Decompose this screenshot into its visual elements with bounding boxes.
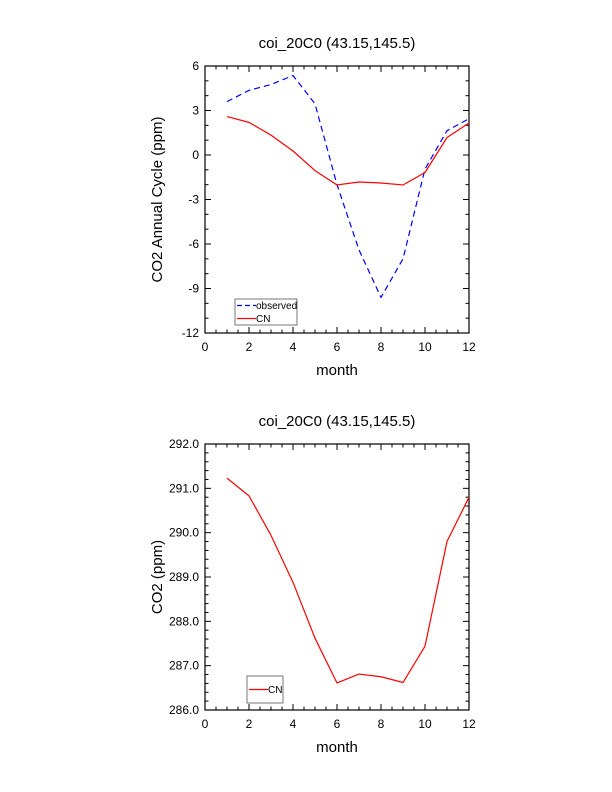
y-axis-label: CO2 Annual Cycle (ppm) bbox=[149, 117, 166, 283]
legend: CN bbox=[246, 675, 284, 704]
x-tick-label: 10 bbox=[418, 340, 432, 354]
x-tick-label: 10 bbox=[418, 717, 432, 731]
x-tick-label: 8 bbox=[378, 717, 385, 731]
y-tick-label: 3 bbox=[192, 104, 199, 118]
y-tick-label: -9 bbox=[188, 282, 199, 296]
x-tick-label: 0 bbox=[202, 717, 209, 731]
plot-frame bbox=[204, 65, 470, 334]
legend: observed CN bbox=[234, 298, 298, 326]
x-tick-label: 8 bbox=[378, 340, 385, 354]
legend-label-cn: CN bbox=[256, 314, 270, 325]
y-tick-label: 286.0 bbox=[169, 703, 199, 717]
y-axis-label: CO2 (ppm) bbox=[149, 540, 166, 614]
y-tick-label: 0 bbox=[192, 148, 199, 162]
x-tick-label: 12 bbox=[462, 717, 476, 731]
x-axis-label: month bbox=[316, 739, 358, 756]
y-tick-label: 291.0 bbox=[169, 481, 199, 495]
legend-label-cn: CN bbox=[268, 685, 282, 696]
y-tick-label: 289.0 bbox=[169, 570, 199, 584]
x-tick-label: 4 bbox=[290, 340, 297, 354]
legend-label-observed: observed bbox=[256, 301, 297, 312]
x-tick-label: 4 bbox=[290, 717, 297, 731]
y-tick-label: 292.0 bbox=[169, 437, 199, 451]
x-tick-label: 6 bbox=[334, 340, 341, 354]
x-tick-label: 6 bbox=[334, 717, 341, 731]
y-tick-label: -6 bbox=[188, 237, 199, 251]
x-tick-label: 12 bbox=[462, 340, 476, 354]
series-line-observed bbox=[226, 74, 470, 298]
chart-2: coi_20C0 (43.15,145.5) 0 2 4 6 8 10 12 286.0 287.… bbox=[149, 413, 476, 756]
y-tick-label: -3 bbox=[188, 193, 199, 207]
plot-frame bbox=[204, 443, 470, 711]
y-tick-label: 290.0 bbox=[169, 526, 199, 540]
x-tick-label: 2 bbox=[246, 717, 253, 731]
x-axis-label: month bbox=[316, 362, 358, 379]
chart-title: coi_20C0 (43.15,145.5) bbox=[259, 35, 416, 52]
y-tick-label: 6 bbox=[192, 59, 199, 73]
y-tick-label: 288.0 bbox=[169, 614, 199, 628]
x-tick-label: 0 bbox=[202, 340, 209, 354]
chart-title: coi_20C0 (43.15,145.5) bbox=[259, 413, 416, 430]
chart-1: coi_20C0 (43.15,145.5) 0 2 4 6 8 10 12 -12 -9 -6 -3… bbox=[149, 35, 476, 379]
series-line-cn bbox=[226, 116, 470, 186]
series-line-cn bbox=[226, 477, 470, 684]
y-tick-label: -12 bbox=[182, 326, 200, 340]
y-tick-label: 287.0 bbox=[169, 659, 199, 673]
legend-box bbox=[234, 298, 298, 326]
x-tick-label: 2 bbox=[246, 340, 253, 354]
